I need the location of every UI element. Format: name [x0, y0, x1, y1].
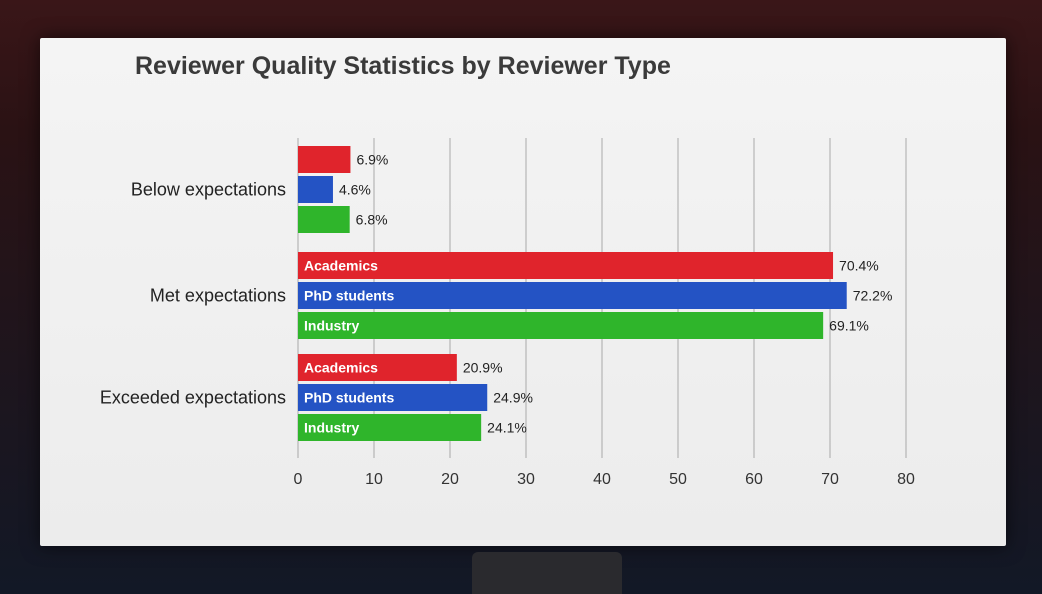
bar — [298, 312, 824, 339]
data-label: 4.6% — [339, 182, 371, 198]
data-label: 24.9% — [493, 390, 533, 406]
x-tick-label: 50 — [669, 471, 687, 488]
category-label: Exceeded expectations — [100, 388, 286, 408]
projection-screen: Reviewer Quality Statistics by Reviewer … — [40, 38, 1006, 546]
bar-series-label: PhD students — [304, 390, 394, 406]
x-tick-label: 70 — [821, 471, 839, 488]
bar — [298, 176, 333, 203]
data-label: 6.9% — [356, 152, 388, 168]
x-tick-label: 20 — [441, 471, 459, 488]
data-label: 6.8% — [356, 212, 388, 228]
bar-series-label: Academics — [304, 360, 378, 376]
category-label: Met expectations — [150, 286, 286, 306]
bar — [298, 252, 834, 279]
data-label: 20.9% — [463, 360, 503, 376]
bar-series-label: PhD students — [304, 288, 394, 304]
x-tick-label: 40 — [593, 471, 611, 488]
bar-series-label: Academics — [304, 258, 378, 274]
x-tick-label: 80 — [897, 471, 915, 488]
bar — [298, 146, 351, 173]
data-label: 69.1% — [829, 318, 869, 334]
bar — [298, 414, 482, 441]
projector-device — [472, 552, 622, 594]
slide-title: Reviewer Quality Statistics by Reviewer … — [135, 52, 671, 80]
bar — [298, 354, 457, 381]
category-label: Below expectations — [131, 180, 286, 200]
x-tick-label: 0 — [294, 471, 303, 488]
data-label: 72.2% — [853, 288, 893, 304]
bar — [298, 384, 488, 411]
bar-series-label: Industry — [304, 318, 359, 334]
x-tick-label: 10 — [365, 471, 383, 488]
bar-series-label: Industry — [304, 420, 359, 436]
bar — [298, 282, 847, 309]
data-label: 70.4% — [839, 258, 879, 274]
data-label: 24.1% — [487, 420, 527, 436]
bar-chart: 0 10 20 30 40 50 60 70 80 Below expectations 6.9% 4… — [100, 138, 915, 488]
x-tick-label: 60 — [745, 471, 763, 488]
bar — [298, 206, 350, 233]
x-tick-label: 30 — [517, 471, 535, 488]
